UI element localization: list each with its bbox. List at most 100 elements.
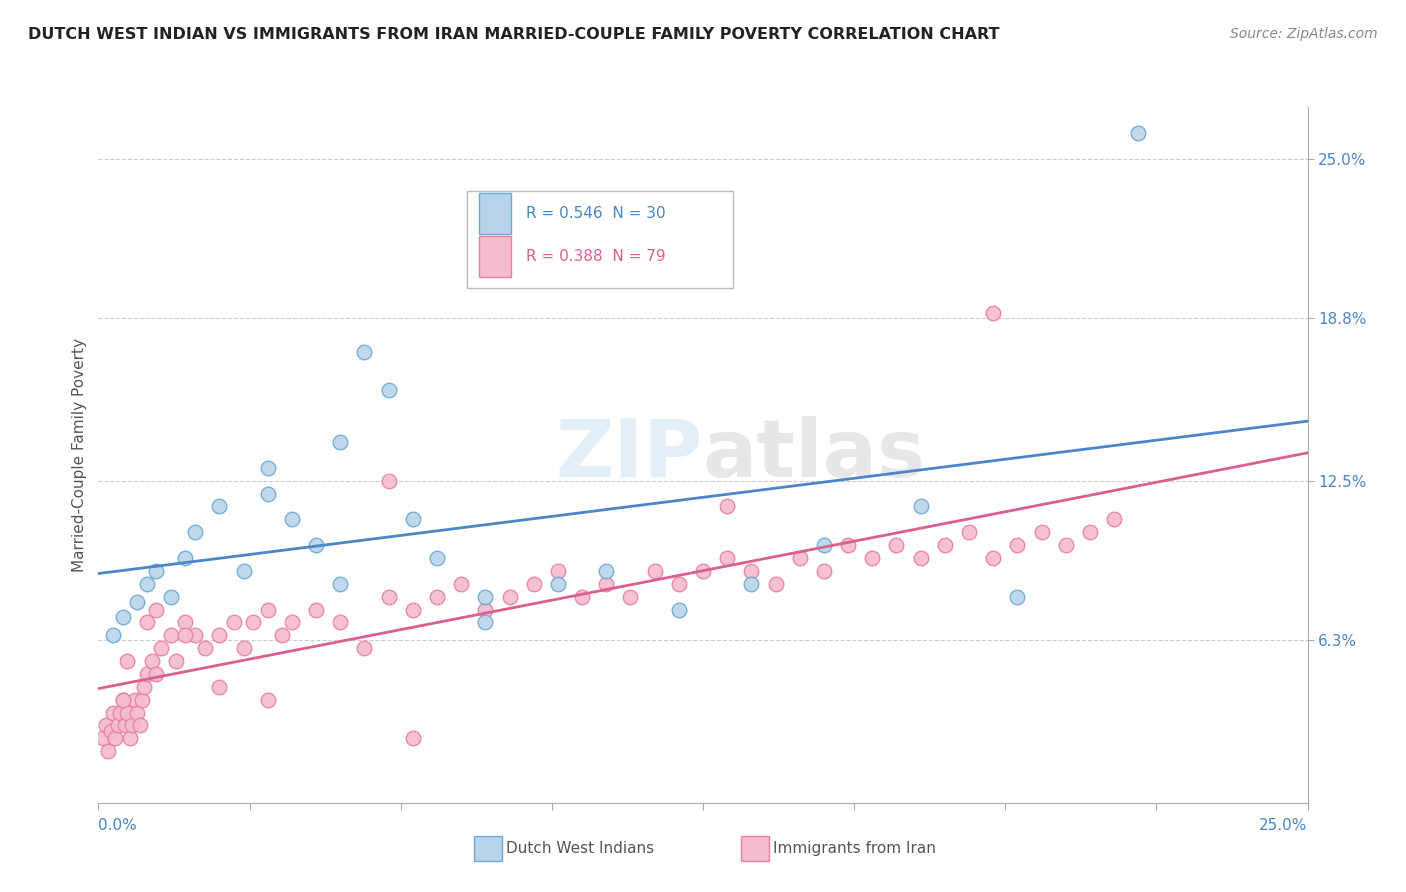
Point bbox=[789, 551, 811, 566]
Point bbox=[281, 512, 304, 526]
Point bbox=[377, 590, 399, 604]
Point bbox=[1007, 538, 1029, 552]
Text: 25.0%: 25.0% bbox=[1260, 818, 1308, 832]
Point bbox=[450, 576, 472, 591]
Point bbox=[305, 602, 328, 616]
Point bbox=[474, 602, 496, 616]
Point bbox=[957, 525, 980, 540]
Point bbox=[813, 538, 835, 552]
Point bbox=[353, 641, 375, 656]
Point bbox=[740, 576, 762, 591]
Point bbox=[692, 564, 714, 578]
Point bbox=[256, 460, 278, 475]
Text: R = 0.546  N = 30: R = 0.546 N = 30 bbox=[526, 206, 666, 221]
Point bbox=[104, 731, 127, 746]
Point bbox=[174, 551, 197, 566]
Point bbox=[547, 564, 569, 578]
Point bbox=[256, 486, 278, 500]
Point bbox=[474, 590, 496, 604]
Point bbox=[1031, 525, 1053, 540]
Point bbox=[160, 590, 183, 604]
Point bbox=[256, 692, 278, 706]
Point bbox=[329, 435, 352, 450]
Point bbox=[256, 602, 278, 616]
Point bbox=[145, 667, 167, 681]
Point bbox=[124, 692, 146, 706]
Point bbox=[101, 706, 124, 720]
Text: R = 0.388  N = 79: R = 0.388 N = 79 bbox=[526, 249, 666, 264]
FancyBboxPatch shape bbox=[479, 193, 510, 234]
Point bbox=[118, 731, 141, 746]
Point bbox=[1128, 126, 1150, 140]
Point bbox=[208, 500, 231, 514]
Point bbox=[184, 525, 207, 540]
Point bbox=[910, 500, 932, 514]
Point bbox=[426, 590, 449, 604]
Point bbox=[402, 602, 425, 616]
Point bbox=[145, 564, 167, 578]
Text: atlas: atlas bbox=[703, 416, 927, 494]
Point bbox=[329, 576, 352, 591]
Point bbox=[644, 564, 666, 578]
Point bbox=[134, 680, 156, 694]
Point bbox=[619, 590, 641, 604]
Point bbox=[377, 384, 399, 398]
Point bbox=[128, 718, 150, 732]
FancyBboxPatch shape bbox=[479, 236, 510, 277]
Point bbox=[232, 564, 254, 578]
Point bbox=[426, 551, 449, 566]
Point bbox=[94, 718, 117, 732]
Point bbox=[281, 615, 304, 630]
Point bbox=[121, 718, 143, 732]
Point bbox=[160, 628, 183, 642]
Point bbox=[910, 551, 932, 566]
Point bbox=[595, 576, 617, 591]
Point bbox=[595, 564, 617, 578]
Point bbox=[117, 706, 139, 720]
Point bbox=[886, 538, 908, 552]
Point bbox=[184, 628, 207, 642]
Point bbox=[1007, 590, 1029, 604]
Text: 0.0%: 0.0% bbox=[98, 818, 138, 832]
Text: Immigrants from Iran: Immigrants from Iran bbox=[773, 841, 936, 855]
Point bbox=[934, 538, 956, 552]
Point bbox=[150, 641, 173, 656]
Point bbox=[523, 576, 546, 591]
Point bbox=[402, 512, 425, 526]
Point bbox=[174, 628, 197, 642]
Point bbox=[232, 641, 254, 656]
Point bbox=[174, 615, 197, 630]
Point bbox=[91, 731, 114, 746]
Point bbox=[1102, 512, 1125, 526]
Point bbox=[222, 615, 245, 630]
Point bbox=[837, 538, 859, 552]
Point bbox=[208, 680, 231, 694]
Point bbox=[145, 602, 167, 616]
Point bbox=[194, 641, 217, 656]
Point bbox=[716, 551, 738, 566]
Point bbox=[165, 654, 187, 668]
Point bbox=[716, 500, 738, 514]
Point bbox=[97, 744, 120, 758]
FancyBboxPatch shape bbox=[467, 191, 734, 288]
Text: ZIP: ZIP bbox=[555, 416, 703, 494]
Point bbox=[100, 723, 122, 738]
Y-axis label: Married-Couple Family Poverty: Married-Couple Family Poverty bbox=[72, 338, 87, 572]
Point bbox=[498, 590, 520, 604]
Point bbox=[305, 538, 328, 552]
Point bbox=[740, 564, 762, 578]
Point bbox=[107, 718, 129, 732]
Point bbox=[377, 474, 399, 488]
Point bbox=[141, 654, 163, 668]
Point bbox=[402, 731, 425, 746]
Point bbox=[571, 590, 593, 604]
Point bbox=[108, 706, 131, 720]
Text: Source: ZipAtlas.com: Source: ZipAtlas.com bbox=[1230, 27, 1378, 41]
Point bbox=[111, 610, 134, 624]
Point bbox=[135, 615, 157, 630]
Point bbox=[765, 576, 787, 591]
Point bbox=[813, 564, 835, 578]
Point bbox=[547, 576, 569, 591]
Point bbox=[242, 615, 264, 630]
Point bbox=[668, 602, 690, 616]
